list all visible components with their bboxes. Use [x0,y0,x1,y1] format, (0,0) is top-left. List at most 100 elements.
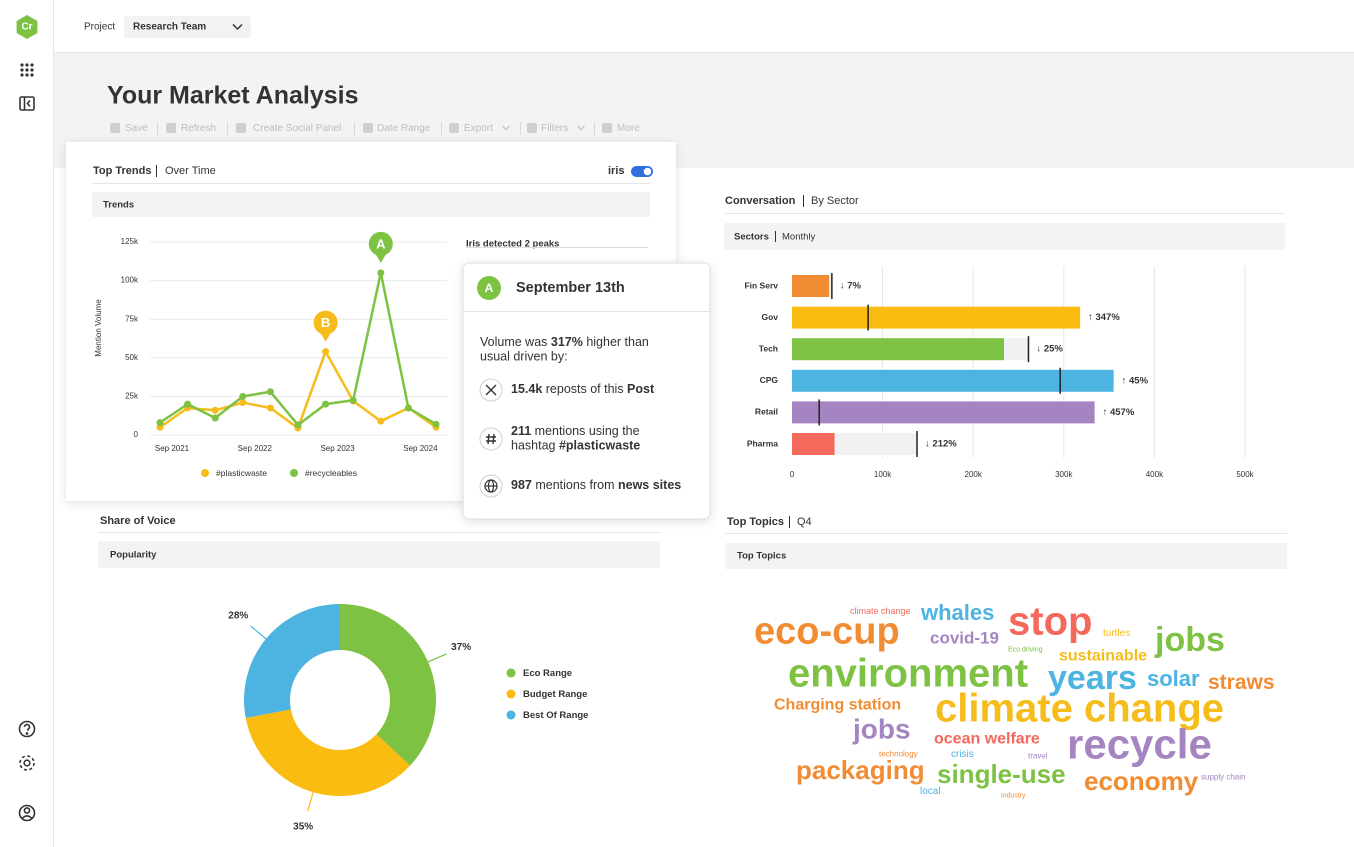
topic-word[interactable]: technology [879,749,918,758]
profile-icon[interactable] [18,804,36,822]
topic-word[interactable]: single-use [937,759,1066,789]
legend-swatch [506,710,516,720]
y-tick-label: Gov [761,312,778,322]
text-run: usual driven by: [480,350,568,364]
topic-word[interactable]: stop [1008,600,1092,644]
leader-line [250,625,270,642]
y-axis-label: Mention Volume [94,299,103,357]
toolbar-icon [527,123,537,133]
help-icon[interactable] [18,720,36,738]
toolbar-item[interactable]: Save [125,123,148,134]
value-label: 35% [293,821,313,832]
change-label: ↓ 7% [840,281,862,292]
topic-word[interactable]: jobs [1154,621,1225,659]
tooltip-title: September 13th [516,280,625,296]
x-tick-label: 200k [965,470,983,479]
project-label: Project [84,22,115,33]
topic-word[interactable]: Charging station [774,697,901,714]
bar [792,275,830,297]
topic-word[interactable]: ocean welfare [934,731,1040,748]
point [239,392,247,400]
bar [792,369,1114,392]
text-run: mentions from [532,478,618,492]
topic-word[interactable]: packaging [796,755,925,785]
y-tick-label: 125k [121,237,139,246]
topic-word[interactable]: years [1048,659,1137,697]
toolbar-icon [449,123,459,133]
text-run: hashtag [511,439,559,453]
legend-label: Eco Range [523,668,572,679]
text-run: reposts of this [542,382,627,396]
topic-word[interactable]: industry [1001,792,1026,799]
section-title: Sectors [734,232,769,243]
x-tick-label: Sep 2022 [238,444,273,453]
logo-text: Cr [21,22,32,33]
x-tick-label: 300k [1055,470,1073,479]
y-tick-label: Pharma [747,438,778,448]
topic-word[interactable]: straws [1208,671,1275,694]
toolbar-item[interactable]: Export [464,123,493,134]
tooltip-text: usual driven by: [480,350,568,364]
topic-word[interactable]: covid-19 [930,629,999,648]
point [266,388,274,396]
text-run: mentions using the [531,424,639,438]
y-tick-label: 0 [134,430,139,439]
topic-word[interactable]: crisis [951,749,974,760]
toolbar-item[interactable]: Date Range [377,123,431,134]
topic-word[interactable]: jobs [852,714,911,745]
tooltip-badge [477,276,501,300]
topic-word[interactable]: solar [1147,666,1200,691]
toolbar-icon [110,123,120,133]
logo[interactable] [16,15,38,39]
text-run: #plasticwaste [559,439,640,453]
toggle-label: iris [608,165,625,177]
text-run: 987 [511,478,532,492]
bar-track [1004,338,1029,361]
text-run: Volume was [480,335,551,349]
annotation-pin[interactable] [313,310,338,335]
topic-word[interactable]: supply chain [1201,772,1245,781]
topic-word[interactable]: whales [920,600,994,625]
chevron [577,125,585,131]
topic-word[interactable]: turtles [1103,628,1130,639]
card-title: Top Topics [727,516,784,528]
topic-word[interactable]: climate change [850,606,911,616]
project-value: Research Team [133,22,206,33]
toolbar-item[interactable]: Filters [541,123,568,134]
legend-swatch [506,668,516,678]
section-title: Top Topics [737,551,786,562]
toolbar-item[interactable]: Refresh [181,123,216,134]
project-select[interactable] [124,16,251,38]
toolbar-item[interactable]: Create Social Panel [253,123,341,134]
topic-word[interactable]: travel [1028,751,1048,760]
apps-icon[interactable] [20,63,34,77]
point [211,414,219,422]
tooltip-text: Volume was 317% higher than [480,335,649,349]
topic-word[interactable]: sustainable [1059,648,1147,665]
topic-word[interactable]: economy [1084,766,1199,796]
section-band [92,192,650,217]
tooltip [462,262,711,520]
toolbar-item[interactable]: More [617,123,640,134]
section-band [724,223,1285,250]
toolbar-icon [602,123,612,133]
legend-swatch [290,469,298,477]
panel-icon[interactable] [19,96,35,111]
topic-word[interactable]: Eco driving [1008,646,1043,653]
bar [792,338,1005,361]
annotation-pin[interactable] [368,231,393,256]
x-tick-label: Sep 2023 [320,444,355,453]
bar [792,401,1095,424]
topic-word[interactable]: eco-cup [754,611,900,653]
topic-word[interactable]: climate change [935,687,1224,731]
y-tick-label: Fin Serv [744,280,778,290]
settings-icon[interactable] [19,755,35,771]
topic-word[interactable]: environment [788,652,1028,696]
topic-word[interactable]: recycle [1067,720,1212,767]
topic-word[interactable]: local [920,786,941,797]
change-label: ↑ 457% [1103,407,1135,418]
card-subtitle: By Sector [811,195,859,207]
point [184,400,192,408]
y-tick-label: 25k [125,392,139,401]
